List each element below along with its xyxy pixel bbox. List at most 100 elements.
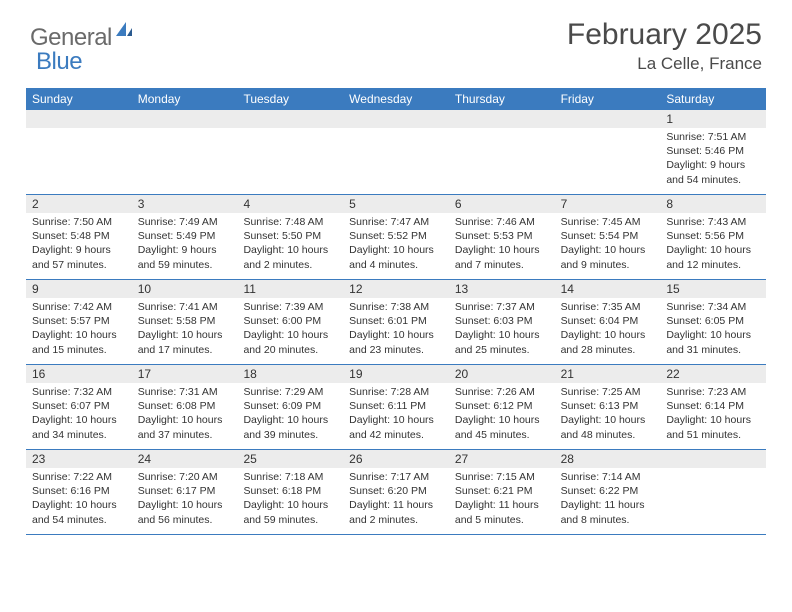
day-details: Sunrise: 7:47 AMSunset: 5:52 PMDaylight:…: [343, 213, 449, 276]
day-details: Sunrise: 7:38 AMSunset: 6:01 PMDaylight:…: [343, 298, 449, 361]
day-details: Sunrise: 7:26 AMSunset: 6:12 PMDaylight:…: [449, 383, 555, 446]
sunset-text: Sunset: 6:07 PM: [32, 399, 126, 413]
day-cell: 9Sunrise: 7:42 AMSunset: 5:57 PMDaylight…: [26, 280, 132, 364]
sunrise-text: Sunrise: 7:41 AM: [138, 300, 232, 314]
daylight-text: Daylight: 10 hours and 37 minutes.: [138, 413, 232, 441]
sunrise-text: Sunrise: 7:28 AM: [349, 385, 443, 399]
sunset-text: Sunset: 6:01 PM: [349, 314, 443, 328]
day-header-friday: Friday: [555, 88, 661, 110]
sunrise-text: Sunrise: 7:48 AM: [243, 215, 337, 229]
day-cell: 21Sunrise: 7:25 AMSunset: 6:13 PMDayligh…: [555, 365, 661, 449]
title-block: February 2025 La Celle, France: [567, 18, 762, 74]
sunrise-text: Sunrise: 7:32 AM: [32, 385, 126, 399]
sunset-text: Sunset: 6:05 PM: [666, 314, 760, 328]
day-number: 25: [237, 450, 343, 468]
sunset-text: Sunset: 5:50 PM: [243, 229, 337, 243]
sunrise-text: Sunrise: 7:42 AM: [32, 300, 126, 314]
day-details: Sunrise: 7:37 AMSunset: 6:03 PMDaylight:…: [449, 298, 555, 361]
sunset-text: Sunset: 6:08 PM: [138, 399, 232, 413]
day-cell: 1Sunrise: 7:51 AMSunset: 5:46 PMDaylight…: [660, 110, 766, 194]
sunrise-text: Sunrise: 7:45 AM: [561, 215, 655, 229]
daylight-text: Daylight: 9 hours and 57 minutes.: [32, 243, 126, 271]
sunrise-text: Sunrise: 7:43 AM: [666, 215, 760, 229]
day-header-tuesday: Tuesday: [237, 88, 343, 110]
sunset-text: Sunset: 6:18 PM: [243, 484, 337, 498]
day-number: 10: [132, 280, 238, 298]
sunrise-text: Sunrise: 7:37 AM: [455, 300, 549, 314]
sunrise-text: Sunrise: 7:18 AM: [243, 470, 337, 484]
day-details: Sunrise: 7:51 AMSunset: 5:46 PMDaylight:…: [660, 128, 766, 191]
daylight-text: Daylight: 10 hours and 31 minutes.: [666, 328, 760, 356]
sunset-text: Sunset: 5:57 PM: [32, 314, 126, 328]
day-details: Sunrise: 7:34 AMSunset: 6:05 PMDaylight:…: [660, 298, 766, 361]
day-number: [343, 110, 449, 128]
day-number: 27: [449, 450, 555, 468]
week-row: 2Sunrise: 7:50 AMSunset: 5:48 PMDaylight…: [26, 195, 766, 280]
daylight-text: Daylight: 11 hours and 5 minutes.: [455, 498, 549, 526]
day-header-thursday: Thursday: [449, 88, 555, 110]
day-number: 13: [449, 280, 555, 298]
month-title: February 2025: [567, 18, 762, 52]
sunset-text: Sunset: 6:16 PM: [32, 484, 126, 498]
day-header-row: SundayMondayTuesdayWednesdayThursdayFrid…: [26, 88, 766, 110]
logo-subline: Blue: [36, 48, 82, 76]
sunrise-text: Sunrise: 7:50 AM: [32, 215, 126, 229]
daylight-text: Daylight: 10 hours and 7 minutes.: [455, 243, 549, 271]
daylight-text: Daylight: 10 hours and 9 minutes.: [561, 243, 655, 271]
sunrise-text: Sunrise: 7:31 AM: [138, 385, 232, 399]
daylight-text: Daylight: 10 hours and 39 minutes.: [243, 413, 337, 441]
sunrise-text: Sunrise: 7:23 AM: [666, 385, 760, 399]
day-details: Sunrise: 7:32 AMSunset: 6:07 PMDaylight:…: [26, 383, 132, 446]
day-number: 26: [343, 450, 449, 468]
day-number: 16: [26, 365, 132, 383]
daylight-text: Daylight: 10 hours and 51 minutes.: [666, 413, 760, 441]
sunset-text: Sunset: 6:11 PM: [349, 399, 443, 413]
daylight-text: Daylight: 10 hours and 45 minutes.: [455, 413, 549, 441]
daylight-text: Daylight: 9 hours and 54 minutes.: [666, 158, 760, 186]
day-cell: [343, 110, 449, 194]
sunrise-text: Sunrise: 7:34 AM: [666, 300, 760, 314]
sunset-text: Sunset: 6:14 PM: [666, 399, 760, 413]
sunrise-text: Sunrise: 7:22 AM: [32, 470, 126, 484]
sunrise-text: Sunrise: 7:47 AM: [349, 215, 443, 229]
day-number: 22: [660, 365, 766, 383]
day-cell: 15Sunrise: 7:34 AMSunset: 6:05 PMDayligh…: [660, 280, 766, 364]
location: La Celle, France: [567, 54, 762, 74]
sunset-text: Sunset: 5:58 PM: [138, 314, 232, 328]
sunrise-text: Sunrise: 7:20 AM: [138, 470, 232, 484]
day-details: Sunrise: 7:42 AMSunset: 5:57 PMDaylight:…: [26, 298, 132, 361]
day-cell: 5Sunrise: 7:47 AMSunset: 5:52 PMDaylight…: [343, 195, 449, 279]
day-cell: 18Sunrise: 7:29 AMSunset: 6:09 PMDayligh…: [237, 365, 343, 449]
sunrise-text: Sunrise: 7:15 AM: [455, 470, 549, 484]
day-cell: 14Sunrise: 7:35 AMSunset: 6:04 PMDayligh…: [555, 280, 661, 364]
day-details: Sunrise: 7:46 AMSunset: 5:53 PMDaylight:…: [449, 213, 555, 276]
daylight-text: Daylight: 11 hours and 2 minutes.: [349, 498, 443, 526]
day-cell: [449, 110, 555, 194]
day-details: Sunrise: 7:22 AMSunset: 6:16 PMDaylight:…: [26, 468, 132, 531]
day-details: Sunrise: 7:14 AMSunset: 6:22 PMDaylight:…: [555, 468, 661, 531]
daylight-text: Daylight: 10 hours and 28 minutes.: [561, 328, 655, 356]
sunset-text: Sunset: 6:22 PM: [561, 484, 655, 498]
day-cell: 10Sunrise: 7:41 AMSunset: 5:58 PMDayligh…: [132, 280, 238, 364]
day-header-monday: Monday: [132, 88, 238, 110]
sunset-text: Sunset: 5:48 PM: [32, 229, 126, 243]
day-number: 19: [343, 365, 449, 383]
sunrise-text: Sunrise: 7:17 AM: [349, 470, 443, 484]
day-number: 4: [237, 195, 343, 213]
day-cell: [132, 110, 238, 194]
sunrise-text: Sunrise: 7:49 AM: [138, 215, 232, 229]
day-cell: 17Sunrise: 7:31 AMSunset: 6:08 PMDayligh…: [132, 365, 238, 449]
day-header-sunday: Sunday: [26, 88, 132, 110]
sunset-text: Sunset: 6:09 PM: [243, 399, 337, 413]
sunset-text: Sunset: 6:12 PM: [455, 399, 549, 413]
day-number: 21: [555, 365, 661, 383]
day-cell: 4Sunrise: 7:48 AMSunset: 5:50 PMDaylight…: [237, 195, 343, 279]
day-number: [132, 110, 238, 128]
sunset-text: Sunset: 5:46 PM: [666, 144, 760, 158]
sunset-text: Sunset: 6:13 PM: [561, 399, 655, 413]
logo-sail-icon: [114, 20, 134, 43]
day-number: 28: [555, 450, 661, 468]
day-cell: 12Sunrise: 7:38 AMSunset: 6:01 PMDayligh…: [343, 280, 449, 364]
sunset-text: Sunset: 6:00 PM: [243, 314, 337, 328]
daylight-text: Daylight: 10 hours and 56 minutes.: [138, 498, 232, 526]
